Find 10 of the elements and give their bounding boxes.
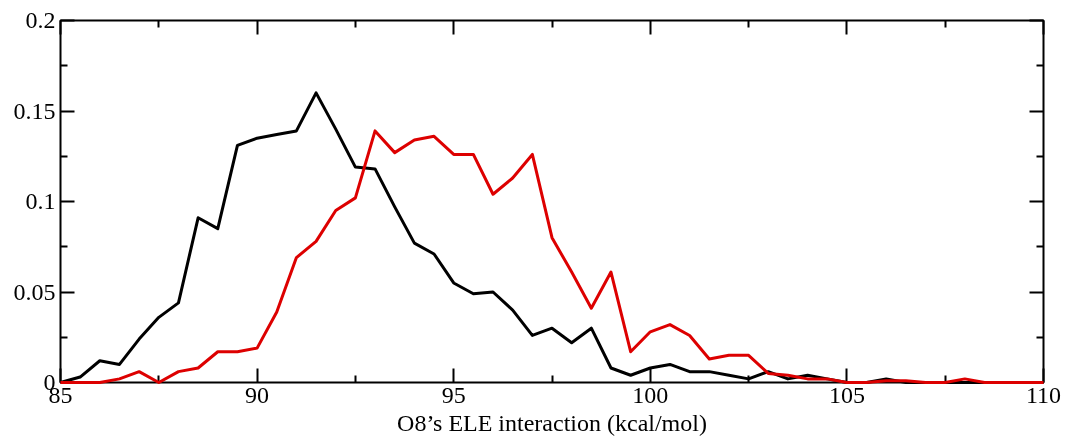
y-tick-label: 0.05 xyxy=(13,278,56,305)
x-tick-label: 90 xyxy=(245,381,270,408)
y-tick-label: 0.15 xyxy=(13,97,56,124)
y-tick-label: 0.1 xyxy=(25,188,56,214)
x-tick-label: 95 xyxy=(441,381,466,408)
x-axis-title: O8’s ELE interaction (kcal/mol) xyxy=(397,409,707,436)
x-tick-label: 100 xyxy=(632,381,669,408)
x-tick-label: 110 xyxy=(1025,381,1062,408)
x-tick-label: 105 xyxy=(828,381,865,408)
y-tick-label: 0.2 xyxy=(25,7,56,33)
